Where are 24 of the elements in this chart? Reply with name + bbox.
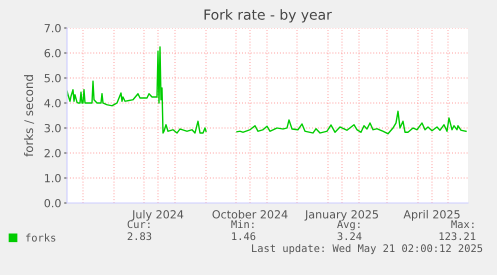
y-tick-label: 0.0	[44, 198, 61, 208]
text: 1.46	[232, 232, 256, 240]
text: Last update: Wed May 21 02:00:12 2025	[252, 244, 482, 254]
text: Min:	[231, 220, 254, 228]
text: Max:	[451, 220, 474, 228]
x-tick-label: January 2025	[304, 210, 378, 221]
y-tick-label: 4.0	[44, 98, 61, 108]
text: 123.21	[440, 232, 476, 240]
x-tick-label: April 2025	[403, 210, 460, 221]
y-tick-label: 5.0	[44, 74, 61, 82]
y-axis-title: forks / second	[24, 75, 34, 157]
text: Cur:	[128, 220, 150, 228]
legend-label: forks	[26, 234, 56, 242]
text: Avg:	[337, 220, 360, 230]
y-tick-label: 3.0	[44, 124, 61, 132]
y-tick-label: 1.0	[44, 174, 61, 182]
text: 3.24	[338, 232, 362, 240]
x-tick-label: October 2024	[212, 210, 288, 219]
text: 2.83	[128, 232, 152, 240]
y-tick-label: 7.0	[44, 24, 61, 32]
y-tick-label: 2.0	[44, 148, 61, 158]
y-tick-label: 6.0	[44, 48, 61, 58]
chart-title: Fork rate - by year	[204, 9, 332, 23]
x-tick-label: July 2024	[132, 210, 184, 221]
